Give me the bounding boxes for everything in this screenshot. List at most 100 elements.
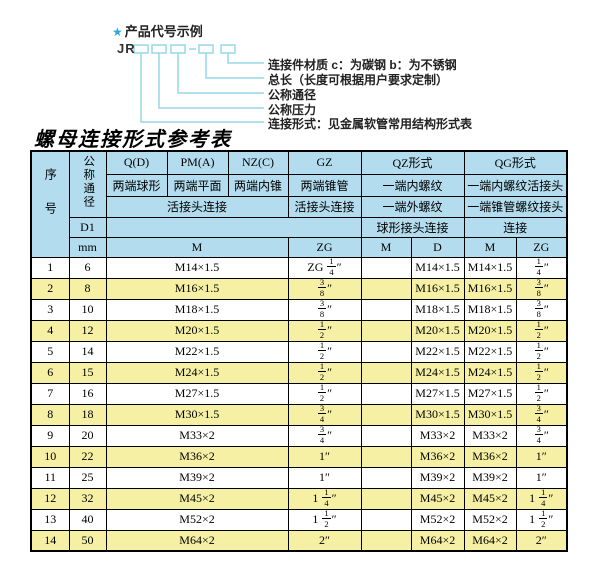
cell-qg-zg: 3 8 ″	[515, 298, 568, 321]
cell-qg-m: M39×2	[463, 466, 517, 489]
cell-qz-m	[360, 445, 412, 468]
code-label-pressure: 公称压力	[268, 103, 317, 117]
cell-mm: 50	[68, 529, 107, 552]
cell-qz-m	[360, 508, 412, 531]
nut-connection-table: 序号 公称通径 Q(D) PM(A) NZ(C) GZ QZ形式 QG形式 两端…	[30, 150, 568, 552]
cell-qz-d: M33×2	[410, 424, 465, 447]
cell-qg-zg: 1 4 ″	[515, 256, 568, 279]
desc-qg-2: 一端锥管螺纹接头	[463, 195, 568, 218]
cell-qg-m: M24×1.5	[463, 361, 517, 384]
cell-qg-zg: 1 1 2 ″	[515, 508, 568, 531]
cell-serial: 3	[30, 298, 70, 321]
table-row: 7 16 M27×1.5 1 2 ″ M27×1.5 M27×1.5 1 2 ″	[30, 382, 568, 405]
cell-qg-zg: 3 4 ″	[515, 424, 568, 447]
product-code-diagram: ★ 产品代号示例 JR 连接件材质 c：为碳钢 b：为不锈钢 总长（长度可根据用户…	[0, 0, 600, 150]
table-body: 1 6 M14×1.5 ZG 1 4 ″ M14×1.5 M14×1.5 1 4 ″ 2 8 M16×1.…	[30, 256, 568, 552]
cell-qg-zg: 1 2 ″	[515, 382, 568, 405]
cell-qg-m: M33×2	[463, 424, 517, 447]
table-row: 2 8 M16×1.5 3 8 ″ M16×1.5 M16×1.5 3 8 ″	[30, 277, 568, 300]
table-row: 4 12 M20×1.5 1 2 ″ M20×1.5 M20×1.5 1 2 ″	[30, 319, 568, 342]
cell-mm: 20	[68, 424, 107, 447]
cell-qz-m	[360, 403, 412, 426]
table-row: 3 10 M18×1.5 3 8 ″ M18×1.5 M18×1.5 3 8 ″	[30, 298, 568, 321]
cell-qz-m	[360, 298, 412, 321]
cell-qz-d: M22×1.5	[410, 340, 465, 363]
cell-qz-d: M14×1.5	[410, 256, 465, 279]
cell-qg-zg: 3 8 ″	[515, 277, 568, 300]
cell-serial: 8	[30, 403, 70, 426]
desc-q: 两端球形	[105, 173, 168, 197]
cell-qz-d: M36×2	[410, 445, 465, 468]
table-header: 序号 公称通径 Q(D) PM(A) NZ(C) GZ QZ形式 QG形式 两端…	[30, 150, 568, 258]
col-header-nz: NZ(C)	[227, 150, 289, 175]
table-row: 8 18 M30×1.5 3 4 ″ M30×1.5 M30×1.5 3 4 ″	[30, 403, 568, 426]
col-header-serial: 序号	[30, 150, 70, 258]
cell-zg-thread: 1 1 2 ″	[287, 508, 362, 531]
cell-zg-thread: 1 1 4 ″	[287, 487, 362, 510]
table-row: 12 32 M45×2 1 1 4 ″ M45×2 M45×2 1 1 4 ″	[30, 487, 568, 510]
cell-m-thread: M39×2	[105, 466, 289, 489]
cell-m-thread: M36×2	[105, 445, 289, 468]
cell-qg-zg: 2″	[515, 529, 568, 552]
col-header-pm: PM(A)	[166, 150, 229, 175]
code-box-2	[151, 44, 167, 54]
col-header-zg-thread: ZG	[287, 236, 362, 258]
code-box-3	[170, 44, 186, 54]
cell-m-thread: M64×2	[105, 529, 289, 552]
cell-m-thread: M16×1.5	[105, 277, 289, 300]
cell-qz-d: M24×1.5	[410, 361, 465, 384]
cell-serial: 12	[30, 487, 70, 510]
diagram-title: ★ 产品代号示例	[112, 21, 203, 40]
code-box-5	[220, 44, 236, 54]
cell-qg-m: M20×1.5	[463, 319, 517, 342]
cell-mm: 15	[68, 361, 107, 384]
cell-zg-thread: 3 8 ″	[287, 277, 362, 300]
cell-m-thread: M14×1.5	[105, 256, 289, 279]
desc-qg-1: 一端内螺纹活接头	[463, 173, 568, 197]
cell-mm: 40	[68, 508, 107, 531]
cell-qg-m: M27×1.5	[463, 382, 517, 405]
cell-qg-zg: 3 4 ″	[515, 403, 568, 426]
union-connection-span: 活接头连接	[105, 195, 289, 218]
cell-qg-m: M22×1.5	[463, 340, 517, 363]
table-row: 11 25 M39×2 1″ M39×2 M39×2 1″	[30, 466, 568, 489]
table-row: 13 40 M52×2 1 1 2 ″ M52×2 M52×2 1 1 2 ″	[30, 508, 568, 531]
col-header-qg: QG形式	[463, 150, 568, 175]
cell-qz-m	[360, 319, 412, 342]
cell-m-thread: M52×2	[105, 508, 289, 531]
cell-qz-m	[360, 466, 412, 489]
cell-mm: 25	[68, 466, 107, 489]
cell-mm: 10	[68, 298, 107, 321]
cell-qz-m	[360, 340, 412, 363]
desc-pm: 两端平面	[166, 173, 229, 197]
desc-qg-3: 连接	[463, 216, 568, 238]
desc-qz-2: 一端外螺纹	[360, 195, 465, 218]
cell-m-thread: M30×1.5	[105, 403, 289, 426]
desc-nz: 两端内锥	[227, 173, 289, 197]
col-header-m-thread: M	[105, 236, 289, 258]
cell-zg-thread: 1 2 ″	[287, 319, 362, 342]
cell-zg-thread: 3 4 ″	[287, 403, 362, 426]
cell-m-thread: M27×1.5	[105, 382, 289, 405]
cell-qg-m: M14×1.5	[463, 256, 517, 279]
cell-qz-d: M18×1.5	[410, 298, 465, 321]
col-header-qz-d: D	[410, 236, 465, 258]
cell-qg-zg: 1 2 ″	[515, 319, 568, 342]
cell-serial: 5	[30, 340, 70, 363]
cell-qg-zg: 1 2 ″	[515, 361, 568, 384]
col-header-q: Q(D)	[105, 150, 168, 175]
col-header-qg-m: M	[463, 236, 517, 258]
diagram-title-text: 产品代号示例	[124, 24, 203, 39]
cell-qg-zg: 1″	[515, 466, 568, 489]
cell-qz-d: M39×2	[410, 466, 465, 489]
cell-mm: 8	[68, 277, 107, 300]
code-label-material: 连接件材质 c：为碳钢 b：为不锈钢	[268, 58, 457, 72]
code-label-length: 总长（长度可根据用户要求定制）	[268, 73, 449, 87]
cell-mm: 22	[68, 445, 107, 468]
cell-zg-thread: 1 2 ″	[287, 361, 362, 384]
connector-lines-graphic	[133, 44, 264, 123]
table-row: 10 22 M36×2 1″ M36×2 M36×2 1″	[30, 445, 568, 468]
cell-zg-thread: 2″	[287, 529, 362, 552]
cell-serial: 7	[30, 382, 70, 405]
